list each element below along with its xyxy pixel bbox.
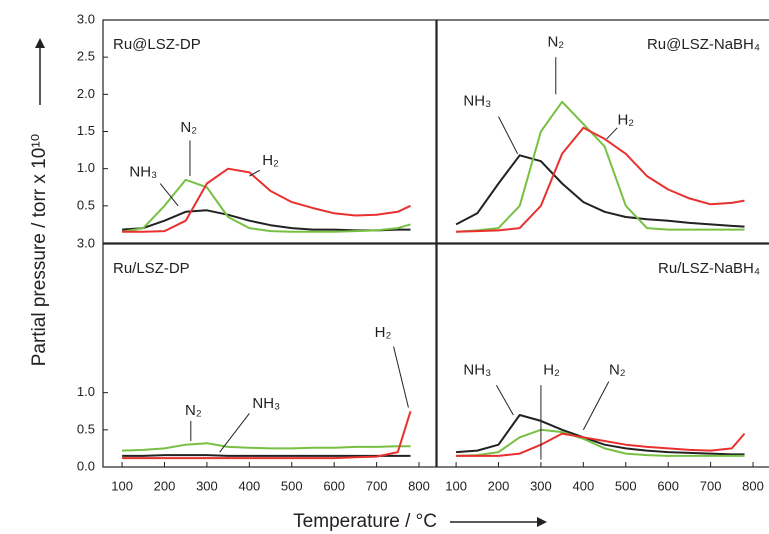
x-tick-label: 400: [238, 478, 260, 493]
line-series: [122, 442, 411, 452]
series-label: N₂: [185, 402, 202, 419]
series-label: H₂: [617, 111, 634, 128]
y-tick-label: 1.5: [77, 123, 95, 138]
x-tick-label: 300: [196, 478, 218, 493]
panel-frame: [102, 243, 437, 468]
panel-frame: [436, 243, 769, 468]
x-tick-label: 600: [323, 478, 345, 493]
panel-title: Ru/LSZ-NaBH₄: [658, 260, 760, 277]
panel-title: Ru@LSZ-NaBH₄: [647, 36, 760, 53]
series-label: H₂: [375, 324, 392, 341]
line-series: [456, 432, 746, 457]
leader-line: [159, 183, 179, 207]
series-label: H₂: [543, 361, 560, 378]
series-label: H₂: [262, 152, 279, 169]
x-tick-label: 400: [572, 478, 594, 493]
y-tick-label: 1.0: [77, 160, 95, 175]
x-tick-label: 200: [488, 478, 510, 493]
panel-title: Ru/LSZ-DP: [113, 260, 190, 277]
line-series: [456, 428, 745, 457]
leader-line: [219, 413, 250, 453]
x-tick-label: 100: [111, 478, 133, 493]
y-arrowhead: [35, 38, 45, 48]
panel-title: Ru@LSZ-DP: [113, 36, 201, 53]
y-tick-label: 2.0: [77, 86, 95, 101]
line-series: [122, 167, 411, 233]
line-series: [456, 126, 745, 233]
leader-line: [606, 127, 618, 140]
x-tick-label: 500: [615, 478, 637, 493]
series-label: N₂: [547, 33, 564, 50]
x-tick-label: 500: [281, 478, 303, 493]
line-series: [122, 411, 412, 460]
leader-line: [498, 116, 519, 155]
x-tick-label: 800: [408, 478, 430, 493]
y-tick-label: 3.0: [77, 235, 95, 250]
series-label: N₂: [180, 119, 197, 136]
leader-line: [393, 346, 409, 408]
line-series: [456, 414, 745, 456]
series-label: NH₃: [252, 395, 280, 412]
leader-line: [582, 381, 610, 431]
y-tick-label: 0.5: [77, 421, 95, 436]
x-tick-label: 800: [742, 478, 764, 493]
y-tick-label: 2.5: [77, 49, 95, 64]
line-series: [122, 454, 411, 457]
x-tick-label: 200: [154, 478, 176, 493]
y-tick-label: 1.0: [77, 384, 95, 399]
x-tick-label: 700: [366, 478, 388, 493]
x-tick-label: 700: [700, 478, 722, 493]
y-axis-label: Partial pressure / torr x 10¹⁰: [29, 134, 50, 367]
x-tick-label: 300: [530, 478, 552, 493]
line-series: [122, 209, 411, 232]
leader-line: [495, 384, 514, 416]
leader-line: [249, 169, 261, 177]
series-label: NH₃: [129, 163, 157, 180]
line-series: [456, 100, 745, 233]
y-tick-label: 0.0: [77, 458, 95, 473]
series-label: NH₃: [463, 93, 491, 110]
panel-frame: [436, 19, 769, 244]
series-label: N₂: [609, 361, 626, 378]
x-axis-label: Temperature / °C: [293, 511, 437, 532]
panel-frame: [102, 19, 437, 244]
y-tick-label: 3.0: [77, 11, 95, 26]
x-tick-label: 100: [445, 478, 467, 493]
y-tick-label: 0.5: [77, 197, 95, 212]
series-label: NH₃: [463, 361, 491, 378]
line-series: [455, 154, 745, 228]
x-arrowhead: [537, 517, 547, 527]
x-tick-label: 600: [657, 478, 679, 493]
